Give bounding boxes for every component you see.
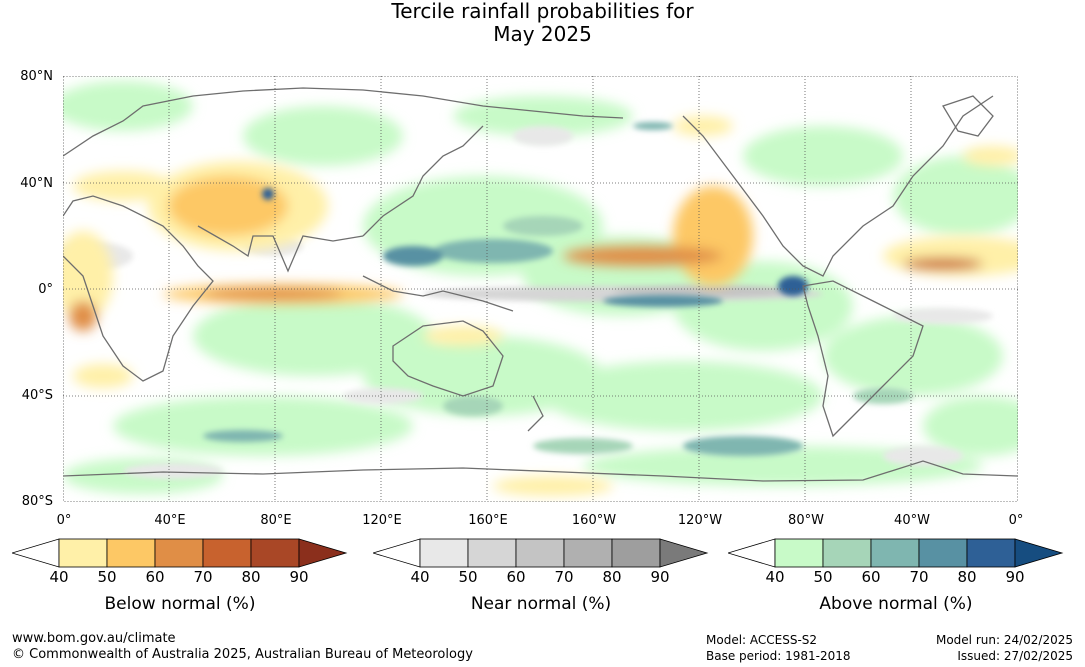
legend-swatch: [106, 538, 156, 568]
footer-model-run: Model run: 24/02/2025: [935, 633, 1073, 647]
footer-url[interactable]: www.bom.gov.au/climate: [12, 631, 176, 646]
legend-arrow-low: [12, 538, 60, 568]
legend-swatch: [563, 538, 613, 568]
legend-swatch: [58, 538, 108, 568]
legend-below-tick: 70: [193, 568, 213, 586]
legend-swatch: [202, 538, 252, 568]
legend-near-title: Near normal (%): [470, 594, 612, 614]
lon-label-160w: 160°W: [571, 513, 617, 528]
legend-swatch: [250, 538, 300, 568]
legend-near-tick: 90: [650, 568, 670, 586]
lat-label-80n: 80°N: [20, 69, 53, 84]
coast-south-asia: [197, 225, 364, 273]
coast-africa: [63, 195, 214, 382]
legend-below-title: Below normal (%): [104, 594, 256, 614]
legend-near-normal-bar: [373, 538, 709, 568]
footer-model: Model: ACCESS-S2: [706, 633, 818, 647]
title-line-2: May 2025: [493, 22, 592, 46]
legend-swatch: [918, 538, 968, 568]
legend-arrow-low: [373, 538, 421, 568]
coast-eurasia-north: [63, 87, 624, 157]
legend-above-normal-bar: [728, 538, 1064, 568]
footer-base-period: Base period: 1981-2018: [706, 649, 851, 663]
title-line-1: Tercile rainfall probabilities for: [391, 0, 694, 23]
legend-arrow-high: [1014, 538, 1064, 568]
lon-label-120w: 120°W: [677, 513, 723, 528]
lon-label-40e: 40°E: [154, 513, 186, 528]
lat-label-80s: 80°S: [21, 494, 53, 509]
coast-indonesia: [362, 275, 514, 312]
lon-label-120e: 120°E: [362, 513, 402, 528]
coast-new-zealand: [527, 395, 544, 432]
lon-label-80w: 80°W: [788, 513, 824, 528]
legend-arrow-low: [728, 538, 776, 568]
coastlines: [63, 87, 1018, 482]
map-svg: [63, 76, 1018, 502]
legend-near-normal: [373, 538, 709, 568]
legend-above-tick: 60: [861, 568, 881, 586]
footer-copyright: © Commonwealth of Australia 2025, Austra…: [12, 647, 473, 662]
legend-below-tick: 50: [97, 568, 117, 586]
lon-label-0-east: 0°: [1008, 513, 1024, 528]
legend-above-tick: 50: [813, 568, 833, 586]
legend-above-tick: 80: [957, 568, 977, 586]
legend-arrow-high: [298, 538, 348, 568]
lon-label-0: 0°: [56, 513, 72, 528]
legend-swatch: [467, 538, 517, 568]
legend-above-title: Above normal (%): [819, 594, 973, 614]
coast-south-america: [802, 280, 924, 438]
legend-below-normal: [12, 538, 348, 568]
coast-antarctica: [63, 460, 1018, 482]
lat-label-40n: 40°N: [20, 176, 53, 191]
legend-arrow-high: [659, 538, 709, 568]
coast-east-asia: [362, 125, 484, 237]
legend-near-tick: 70: [554, 568, 574, 586]
lon-label-160e: 160°E: [468, 513, 508, 528]
legend-near-tick: 60: [506, 568, 526, 586]
legend-above-tick: 70: [909, 568, 929, 586]
legend-swatch: [154, 538, 204, 568]
legend-swatch: [419, 538, 469, 568]
legend-below-tick: 60: [145, 568, 165, 586]
gridlines: [63, 76, 1018, 502]
map-frame: [63, 76, 1018, 502]
footer-issued: Issued: 27/02/2025: [957, 649, 1073, 663]
legend-swatch: [774, 538, 824, 568]
lon-label-80e: 80°E: [260, 513, 292, 528]
above-normal-strong-areas: [203, 122, 913, 456]
legend-below-tick: 90: [289, 568, 309, 586]
legend-swatch: [870, 538, 920, 568]
lat-label-0: 0°: [38, 282, 53, 297]
legend-swatch: [611, 538, 661, 568]
legend-near-tick: 50: [458, 568, 478, 586]
lat-label-40s: 40°S: [21, 388, 53, 403]
coast-australia: [392, 320, 504, 397]
rainfall-probability-map: [63, 76, 1018, 502]
legend-swatch: [822, 538, 872, 568]
legend-below-tick: 80: [241, 568, 261, 586]
below-normal-areas: [63, 116, 1018, 496]
legend-swatch: [515, 538, 565, 568]
legend-above-normal: [728, 538, 1064, 568]
legend-above-tick: 90: [1005, 568, 1025, 586]
legend-near-tick: 40: [410, 568, 430, 586]
coast-greenland: [942, 95, 994, 137]
map-title: Tercile rainfall probabilities for May 2…: [0, 0, 1085, 46]
legend-near-tick: 80: [602, 568, 622, 586]
legend-below-normal-bar: [12, 538, 348, 568]
lon-label-40w: 40°W: [894, 513, 930, 528]
legend-below-tick: 40: [49, 568, 69, 586]
legend-swatch: [966, 538, 1016, 568]
legend-above-tick: 40: [765, 568, 785, 586]
